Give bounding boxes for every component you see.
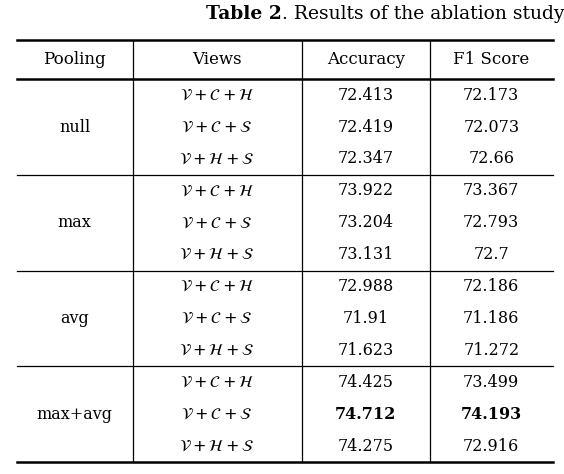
Text: null: null [59,118,90,136]
Text: $\mathcal{V} + \mathcal{C} + \mathcal{S}$: $\mathcal{V} + \mathcal{C} + \mathcal{S}… [182,214,253,231]
Text: max: max [58,214,91,231]
Text: 72.916: 72.916 [463,438,519,455]
Text: 73.922: 73.922 [338,182,394,200]
Text: Pooling: Pooling [43,51,106,68]
Text: 74.712: 74.712 [335,406,396,423]
Text: $\mathcal{V} + \mathcal{C} + \mathcal{H}$: $\mathcal{V} + \mathcal{C} + \mathcal{H}… [180,182,254,200]
Text: 71.186: 71.186 [463,310,519,327]
Text: 74.193: 74.193 [461,406,522,423]
Text: 74.425: 74.425 [338,374,394,391]
Text: $\mathcal{V} + \mathcal{C} + \mathcal{S}$: $\mathcal{V} + \mathcal{C} + \mathcal{S}… [182,310,253,327]
Text: $\mathcal{V} + \mathcal{C} + \mathcal{H}$: $\mathcal{V} + \mathcal{C} + \mathcal{H}… [180,278,254,295]
Text: $\mathcal{V} + \mathcal{H} + \mathcal{S}$: $\mathcal{V} + \mathcal{H} + \mathcal{S}… [179,438,255,455]
Text: 72.419: 72.419 [338,118,394,136]
Text: 72.413: 72.413 [338,87,394,104]
Text: Table 2: Table 2 [206,5,282,23]
Text: F1 Score: F1 Score [453,51,530,68]
Text: 71.91: 71.91 [343,310,389,327]
Text: 73.499: 73.499 [463,374,519,391]
Text: $\mathcal{V} + \mathcal{H} + \mathcal{S}$: $\mathcal{V} + \mathcal{H} + \mathcal{S}… [179,342,255,359]
Text: 72.173: 72.173 [463,87,519,104]
Text: Accuracy: Accuracy [327,51,405,68]
Text: 72.793: 72.793 [463,214,519,231]
Text: 72.988: 72.988 [338,278,394,295]
Text: max+avg: max+avg [37,406,113,423]
Text: 72.073: 72.073 [463,118,519,136]
Text: 72.7: 72.7 [473,246,509,263]
Text: $\mathcal{V} + \mathcal{C} + \mathcal{S}$: $\mathcal{V} + \mathcal{C} + \mathcal{S}… [182,118,253,136]
Text: $\mathcal{V} + \mathcal{C} + \mathcal{H}$: $\mathcal{V} + \mathcal{C} + \mathcal{H}… [180,87,254,104]
Text: $\mathcal{V} + \mathcal{H} + \mathcal{S}$: $\mathcal{V} + \mathcal{H} + \mathcal{S}… [179,246,255,263]
Text: 72.347: 72.347 [338,150,394,167]
Text: Views: Views [192,51,242,68]
Text: 71.272: 71.272 [463,342,519,359]
Text: 74.275: 74.275 [338,438,394,455]
Text: 72.66: 72.66 [468,150,514,167]
Text: 73.367: 73.367 [463,182,519,200]
Text: 71.623: 71.623 [338,342,394,359]
Text: 73.131: 73.131 [338,246,394,263]
Text: $\mathcal{V} + \mathcal{C} + \mathcal{H}$: $\mathcal{V} + \mathcal{C} + \mathcal{H}… [180,374,254,391]
Text: . Results of the ablation study.: . Results of the ablation study. [282,5,564,23]
Text: $\mathcal{V} + \mathcal{H} + \mathcal{S}$: $\mathcal{V} + \mathcal{H} + \mathcal{S}… [179,150,255,167]
Text: 72.186: 72.186 [463,278,519,295]
Text: 73.204: 73.204 [338,214,394,231]
Text: avg: avg [60,310,89,327]
Text: $\mathcal{V} + \mathcal{C} + \mathcal{S}$: $\mathcal{V} + \mathcal{C} + \mathcal{S}… [182,406,253,423]
